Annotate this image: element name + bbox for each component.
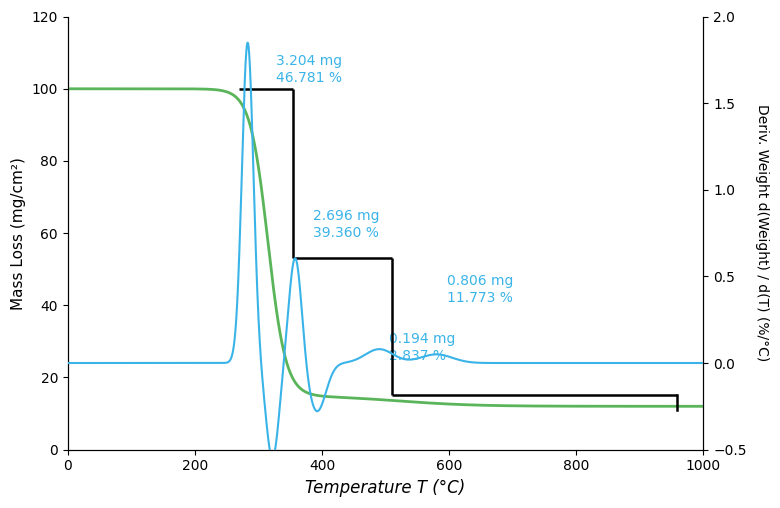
Text: 3.204 mg
46.781 %: 3.204 mg 46.781 % [276, 54, 342, 85]
Text: 0.194 mg
2.837 %: 0.194 mg 2.837 % [388, 332, 456, 363]
Y-axis label: Mass Loss (mg/cm²): Mass Loss (mg/cm²) [11, 156, 26, 309]
Text: 2.696 mg
39.360 %: 2.696 mg 39.360 % [313, 209, 380, 240]
X-axis label: Temperature Τ (°C): Temperature Τ (°C) [306, 479, 466, 497]
Y-axis label: Deriv. Weight d(Weight) / d(Τ) (%/°C): Deriv. Weight d(Weight) / d(Τ) (%/°C) [755, 105, 769, 362]
Text: 0.806 mg
11.773 %: 0.806 mg 11.773 % [447, 274, 513, 305]
